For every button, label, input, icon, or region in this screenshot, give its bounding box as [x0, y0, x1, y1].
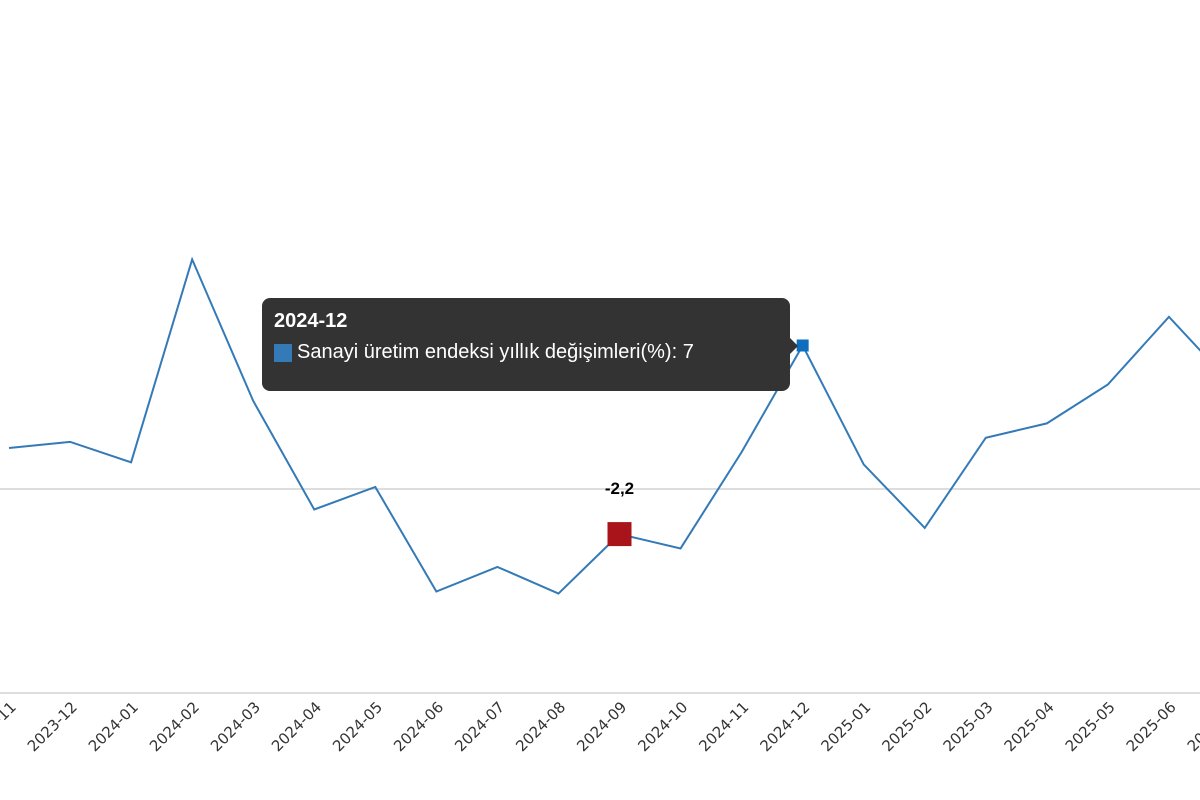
- data-label: -2,2: [605, 479, 634, 498]
- x-tick-label: 2024-12: [756, 698, 813, 755]
- data-point[interactable]: [1163, 311, 1175, 323]
- x-tick-label: 2024-08: [512, 698, 569, 755]
- tooltip-title: 2024-12: [274, 310, 348, 332]
- data-point[interactable]: [1102, 378, 1114, 390]
- data-point[interactable]: [1041, 417, 1053, 429]
- data-point[interactable]: [491, 561, 503, 573]
- x-tick-label: 2024-09: [573, 698, 630, 755]
- x-tick-label: 2025-06: [1123, 698, 1180, 755]
- tooltip-value: : 7: [671, 341, 694, 363]
- tooltip-arrow-icon: [790, 338, 798, 354]
- data-point[interactable]: [369, 481, 381, 493]
- hover-marker[interactable]: [796, 339, 809, 352]
- data-point[interactable]: [125, 456, 137, 468]
- data-point[interactable]: [552, 588, 564, 600]
- data-point[interactable]: [3, 442, 15, 454]
- data-point[interactable]: [675, 542, 687, 554]
- data-point[interactable]: [736, 446, 748, 458]
- tooltip: 2024-12 Sanayi üretim endeksi yıllık değ…: [262, 298, 798, 391]
- data-point[interactable]: [430, 586, 442, 598]
- data-point[interactable]: [858, 458, 870, 470]
- data-point[interactable]: [308, 504, 320, 516]
- x-tick-label: 2023-11: [0, 698, 20, 755]
- x-tick-label: 2024-07: [451, 698, 508, 755]
- x-tick-label: 2025-01: [817, 698, 874, 755]
- x-tick-label: 2023-12: [24, 698, 81, 755]
- x-tick-label: 2025-02: [879, 698, 936, 755]
- x-tick-label: 2024-05: [329, 698, 386, 755]
- tooltip-row: Sanayi üretim endeksi yıllık değişimleri…: [274, 341, 778, 364]
- data-point[interactable]: [247, 395, 259, 407]
- highlight-marker[interactable]: [607, 522, 632, 547]
- x-tick-label: 2024-10: [634, 698, 691, 755]
- data-point[interactable]: [64, 436, 76, 448]
- data-point[interactable]: [980, 432, 992, 444]
- x-tick-label: 2024-04: [268, 698, 325, 755]
- x-tick-label: 2025-04: [1001, 698, 1058, 755]
- series-swatch-icon: [274, 343, 292, 362]
- x-tick-label: 2025-03: [940, 698, 997, 755]
- tooltip-series-label: Sanayi üretim endeksi yıllık değişimleri…: [297, 341, 672, 363]
- x-tick-label: 2025-07: [1184, 698, 1200, 755]
- x-tick-label: 2025-05: [1062, 698, 1119, 755]
- data-point[interactable]: [186, 253, 198, 265]
- x-tick-label: 2024-11: [695, 698, 752, 755]
- x-tick-label: 2024-06: [390, 698, 447, 755]
- x-tick-label: 2024-01: [85, 698, 142, 755]
- data-point[interactable]: [919, 522, 931, 534]
- x-tick-label: 2024-03: [207, 698, 264, 755]
- x-tick-label: 2024-02: [146, 698, 203, 755]
